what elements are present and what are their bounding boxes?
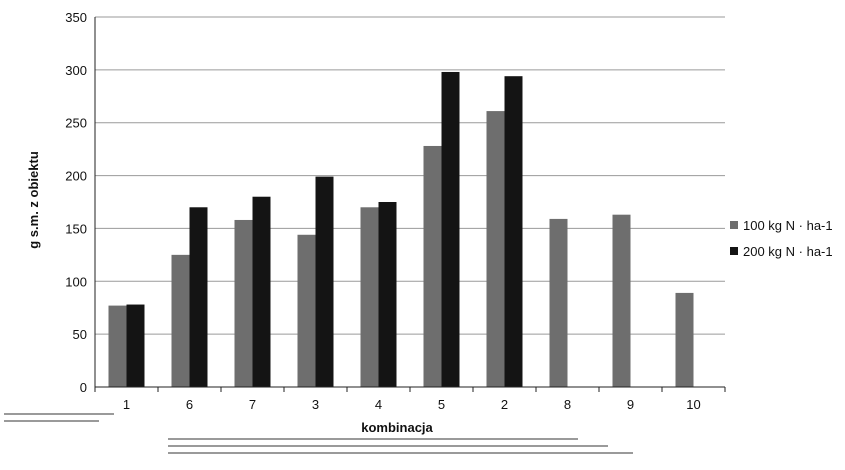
x-tick-label: 10 xyxy=(686,397,700,412)
bars xyxy=(108,71,694,387)
legend-swatch xyxy=(730,221,738,229)
x-tick-label: 6 xyxy=(186,397,193,412)
x-axis-title: kombinacja xyxy=(361,420,433,435)
legend-label: 100 kg N · ha-1 xyxy=(743,218,833,233)
x-tick-labels: 1 6 7 3 4 5 2 8 9 10 xyxy=(94,387,726,412)
bar-100kg-cat-4 xyxy=(360,207,379,387)
y-tick-label: 50 xyxy=(73,327,87,342)
legend-label: 200 kg N · ha-1 xyxy=(743,244,833,259)
bar-200kg-cat-5 xyxy=(441,71,460,387)
y-tick-label: 200 xyxy=(65,169,87,184)
y-tick-label: 150 xyxy=(65,221,87,236)
y-axis-title: g s.m. z obiektu xyxy=(26,151,41,249)
x-tick-label: 2 xyxy=(501,397,508,412)
bar-200kg-cat-3 xyxy=(315,176,334,387)
bar-100kg-cat-2 xyxy=(486,111,505,387)
bar-100kg-cat-3 xyxy=(297,234,316,387)
legend: 100 kg N · ha-1 200 kg N · ha-1 xyxy=(730,218,833,259)
y-tick-labels: 0 50 100 150 200 250 300 350 xyxy=(65,10,87,395)
bar-100kg-cat-1 xyxy=(108,305,127,387)
bar-200kg-cat-4 xyxy=(378,202,397,387)
footnote-marks xyxy=(4,413,633,454)
x-tick-label: 8 xyxy=(564,397,571,412)
x-tick-label: 9 xyxy=(627,397,634,412)
x-tick-label: 4 xyxy=(375,397,382,412)
bar-100kg-cat-6 xyxy=(171,254,190,387)
legend-swatch xyxy=(730,247,738,255)
y-tick-label: 250 xyxy=(65,116,87,131)
y-tick-label: 350 xyxy=(65,10,87,25)
bar-200kg-cat-6 xyxy=(189,207,208,387)
x-tick-label: 5 xyxy=(438,397,445,412)
y-tick-label: 300 xyxy=(65,63,87,78)
bar-100kg-cat-10 xyxy=(675,292,694,387)
bar-100kg-cat-5 xyxy=(423,145,442,387)
bar-200kg-cat-1 xyxy=(126,304,145,387)
bar-200kg-cat-7 xyxy=(252,196,271,387)
x-tick-label: 1 xyxy=(123,397,130,412)
bar-100kg-cat-8 xyxy=(549,218,568,387)
bar-100kg-cat-7 xyxy=(234,219,253,387)
y-tick-label: 100 xyxy=(65,274,87,289)
x-tick-label: 7 xyxy=(249,397,256,412)
bar-200kg-cat-2 xyxy=(504,76,523,387)
y-tick-label: 0 xyxy=(80,380,87,395)
bar-100kg-cat-9 xyxy=(612,214,631,387)
x-tick-label: 3 xyxy=(312,397,319,412)
